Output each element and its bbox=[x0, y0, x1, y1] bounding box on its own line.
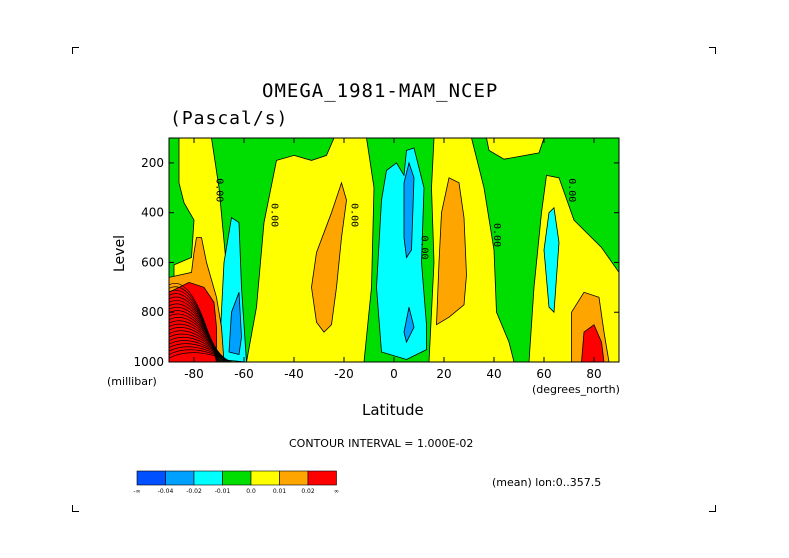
contour-line bbox=[169, 352, 233, 362]
legend-label: -∞ bbox=[133, 488, 140, 495]
contour-label: 0.00 bbox=[419, 235, 430, 259]
legend-label: -0.01 bbox=[215, 488, 231, 495]
legend-swatch bbox=[165, 470, 195, 486]
x-tick-label: -80 bbox=[184, 367, 204, 381]
legend-swatch bbox=[136, 470, 166, 486]
contour-region bbox=[486, 138, 545, 160]
plot-area: 0.00 0.00 0.00 0.00 0.00 0.00 bbox=[169, 138, 619, 362]
corner-mark-top-right bbox=[709, 47, 716, 54]
y-axis-unit: (millibar) bbox=[107, 375, 157, 388]
legend-label: -0.02 bbox=[186, 488, 202, 495]
legend-swatch bbox=[193, 470, 223, 486]
x-axis-unit: (degrees_north) bbox=[532, 383, 620, 396]
contour-region bbox=[403, 161, 415, 259]
y-tick-label: 1000 bbox=[133, 355, 164, 369]
legend-label: 0.0 bbox=[246, 488, 256, 495]
legend-swatch bbox=[279, 470, 309, 486]
legend-swatch bbox=[222, 470, 252, 486]
contour-region bbox=[436, 177, 467, 326]
y-tick-label: 200 bbox=[141, 156, 164, 170]
x-tick-label: -40 bbox=[284, 367, 304, 381]
contour-label: 0.00 bbox=[491, 223, 502, 247]
contour-label: 0.00 bbox=[566, 178, 577, 202]
x-tick-label: 80 bbox=[586, 367, 601, 381]
corner-mark-bottom-right bbox=[709, 505, 716, 512]
legend-swatch bbox=[250, 470, 280, 486]
contour-label: 0.00 bbox=[269, 203, 280, 227]
contour-region bbox=[543, 206, 560, 314]
contour-interval-text: CONTOUR INTERVAL = 1.000E-02 bbox=[289, 437, 474, 450]
legend-label: 0.01 bbox=[273, 488, 287, 495]
x-tick-label: 40 bbox=[486, 367, 501, 381]
legend-swatch bbox=[307, 470, 337, 486]
contour-region bbox=[581, 324, 605, 362]
corner-mark-top-left bbox=[72, 47, 79, 54]
contour-region bbox=[228, 292, 242, 355]
mean-lon-text: (mean) lon:0..357.5 bbox=[492, 476, 602, 489]
legend-label: -0.04 bbox=[158, 488, 174, 495]
contour-label: 0.00 bbox=[214, 178, 225, 202]
contour-region bbox=[376, 147, 427, 360]
x-axis-label: Latitude bbox=[362, 401, 424, 419]
legend-label: ∞ bbox=[334, 488, 339, 495]
chart-title: OMEGA_1981-MAM_NCEP bbox=[262, 80, 499, 102]
contour-label: 0.00 bbox=[349, 203, 360, 227]
x-tick-label: 0 bbox=[390, 367, 398, 381]
x-tick-label: 20 bbox=[436, 367, 451, 381]
x-tick-label: 60 bbox=[536, 367, 551, 381]
corner-mark-bottom-left bbox=[72, 505, 79, 512]
contour-region bbox=[403, 307, 415, 344]
x-tick-label: -60 bbox=[234, 367, 254, 381]
chart-subtitle: (Pascal/s) bbox=[170, 108, 289, 129]
contour-region bbox=[311, 181, 347, 333]
y-tick-label: 800 bbox=[141, 305, 164, 319]
x-tick-label: -20 bbox=[334, 367, 354, 381]
y-tick-label: 600 bbox=[141, 255, 164, 269]
y-axis-label: Level bbox=[112, 235, 128, 272]
legend-label: 0.02 bbox=[301, 488, 315, 495]
y-tick-label: 400 bbox=[141, 206, 164, 220]
